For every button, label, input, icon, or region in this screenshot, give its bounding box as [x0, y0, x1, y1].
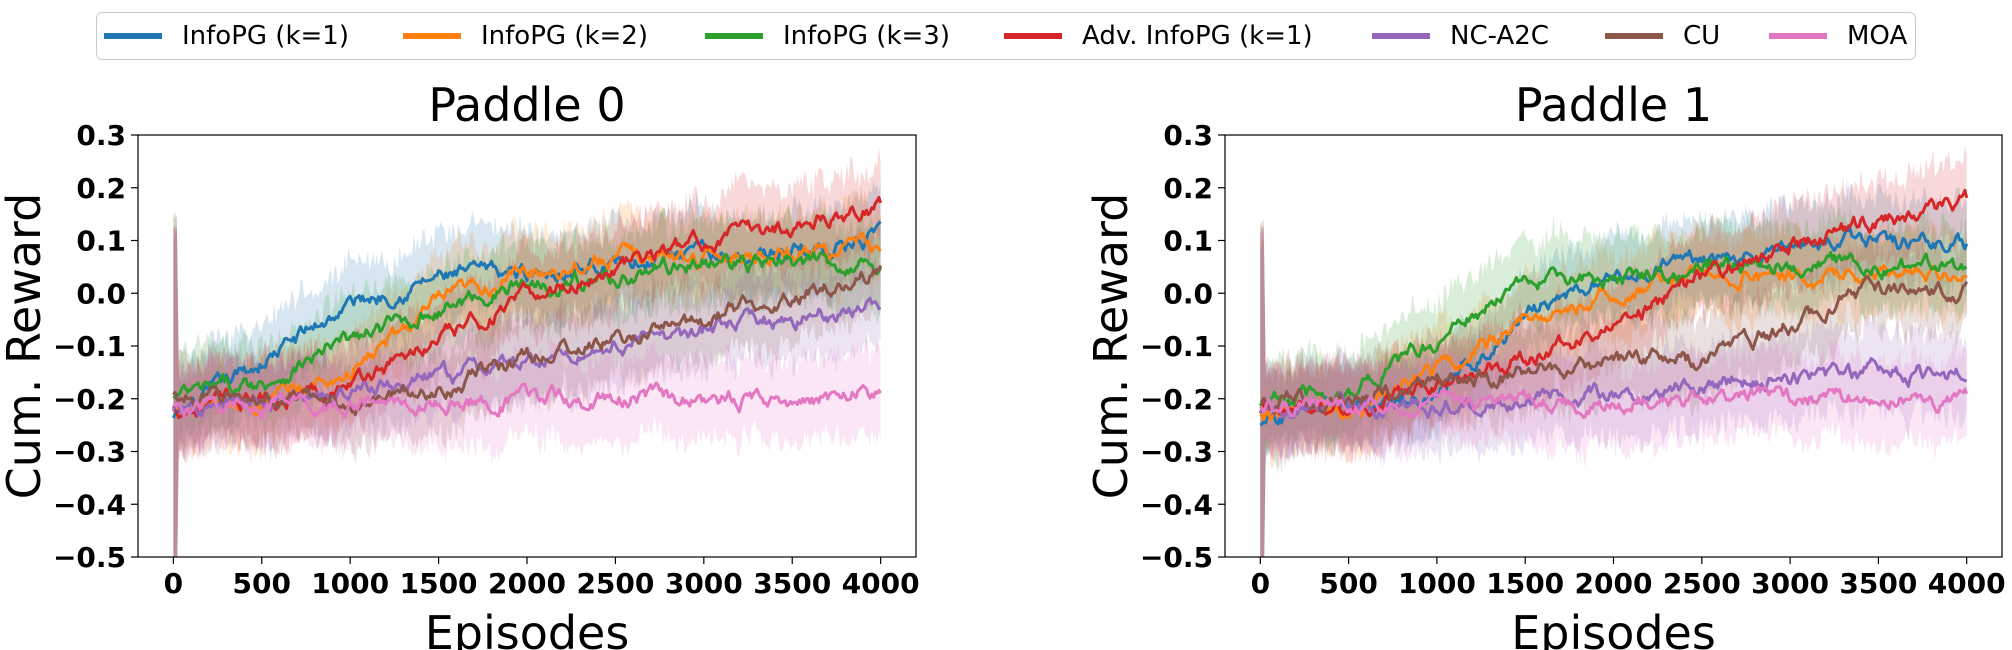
x-tick-label: 2000 — [1575, 567, 1653, 600]
y-tick-label: −0.3 — [53, 436, 126, 469]
series-line — [172, 251, 882, 400]
legend-label: Adv. InfoPG (k=1) — [1082, 21, 1313, 51]
x-tick-label: 1500 — [400, 567, 478, 600]
series-band — [1260, 218, 1967, 557]
y-tick-label: −0.1 — [53, 330, 126, 363]
legend-swatch — [1605, 33, 1663, 39]
legend-item: MOA — [1769, 13, 1907, 59]
legend-label: InfoPG (k=3) — [783, 21, 950, 51]
y-tick-label: −0.2 — [53, 383, 126, 416]
legend-label: CU — [1683, 21, 1721, 51]
y-axis-label: Cum. Reward — [1084, 193, 1138, 500]
legend-swatch — [104, 33, 162, 39]
series-line — [1259, 384, 1969, 420]
series-line — [1259, 357, 1968, 420]
y-tick-label: 0.2 — [76, 172, 126, 205]
y-tick-label: 0.3 — [76, 119, 126, 152]
x-tick-label: 4000 — [842, 567, 920, 600]
x-tick-label: 4000 — [1928, 567, 2006, 600]
x-tick-label: 0 — [1251, 567, 1270, 600]
y-tick-label: −0.2 — [1140, 383, 1213, 416]
y-tick-label: 0.1 — [76, 225, 126, 258]
series-line — [172, 195, 883, 420]
plot-area — [171, 147, 883, 557]
legend-swatch — [1372, 33, 1430, 39]
legend-label: MOA — [1847, 21, 1908, 51]
y-tick-label: −0.5 — [1140, 541, 1213, 574]
y-tick-label: 0.0 — [1163, 277, 1213, 310]
chart-paddle-0: 0 500 1000 1500 2000 2500 3000 3500 4000 −0.5 −0.4… — [0, 78, 920, 650]
legend-label: InfoPG (k=2) — [481, 21, 648, 51]
x-tick-label: 2500 — [576, 567, 654, 600]
x-tick-label: 3000 — [665, 567, 743, 600]
series-line — [172, 264, 883, 417]
series-band — [173, 183, 881, 557]
y-axis-label: Cum. Reward — [0, 193, 51, 500]
plot-area — [1258, 144, 1969, 557]
y-tick-label: 0.2 — [1163, 172, 1213, 205]
series-line — [173, 381, 882, 420]
series-band — [173, 179, 881, 557]
series-line — [1260, 275, 1969, 416]
legend-item: CU — [1605, 13, 1720, 59]
series-band — [173, 212, 881, 557]
x-tick-label: 0 — [164, 567, 183, 600]
legend-label: InfoPG (k=1) — [182, 21, 349, 51]
series-line — [1259, 264, 1968, 422]
legend-item: InfoPG (k=3) — [705, 13, 950, 59]
legend-label: NC-A2C — [1450, 21, 1549, 51]
x-tick-label: 1500 — [1486, 567, 1564, 600]
legend: InfoPG (k=1) InfoPG (k=2) InfoPG (k=3) Adv.… — [96, 12, 1916, 60]
series-line — [172, 220, 882, 419]
x-axis-label: Episodes — [1511, 606, 1716, 650]
legend-item: Adv. InfoPG (k=1) — [1004, 13, 1313, 59]
series-band — [1260, 227, 1967, 557]
series-line — [172, 232, 882, 418]
series-band — [173, 203, 881, 557]
y-tick-label: −0.5 — [53, 541, 126, 574]
x-tick-label: 1000 — [1398, 567, 1476, 600]
y-tick-label: 0.3 — [1163, 119, 1213, 152]
series-band — [1260, 201, 1967, 557]
x-tick-label: 2000 — [488, 567, 566, 600]
y-tick-label: −0.1 — [1140, 330, 1213, 363]
charts-canvas: 0 500 1000 1500 2000 2500 3000 3500 4000 −0.5 −0.4… — [0, 78, 2006, 650]
x-tick-label: 500 — [233, 567, 291, 600]
x-tick-label: 2500 — [1663, 567, 1741, 600]
x-tick-label: 3500 — [753, 567, 831, 600]
legend-item: InfoPG (k=1) — [104, 13, 349, 59]
x-tick-label: 1000 — [311, 567, 389, 600]
y-tick-label: −0.4 — [1140, 488, 1213, 521]
chart-title: Paddle 0 — [428, 78, 625, 132]
y-tick-label: 0.0 — [76, 277, 126, 310]
y-tick-label: 0.1 — [1163, 225, 1213, 258]
x-axis-label: Episodes — [425, 606, 630, 650]
legend-swatch — [1769, 33, 1827, 39]
x-tick-label: 3500 — [1839, 567, 1917, 600]
legend-item: InfoPG (k=2) — [403, 13, 648, 59]
y-tick-label: −0.4 — [53, 488, 126, 521]
series-band — [1260, 217, 1967, 557]
x-tick-label: 3000 — [1751, 567, 1829, 600]
legend-swatch — [705, 33, 763, 39]
x-tick-label: 500 — [1319, 567, 1377, 600]
legend-item: NC-A2C — [1372, 13, 1549, 59]
legend-swatch — [1004, 33, 1062, 39]
chart-paddle-1: 0 500 1000 1500 2000 2500 3000 3500 4000 −0.5 −0.4… — [1084, 78, 2006, 650]
chart-title: Paddle 1 — [1515, 78, 1712, 132]
y-tick-label: −0.3 — [1140, 436, 1213, 469]
legend-swatch — [403, 33, 461, 39]
